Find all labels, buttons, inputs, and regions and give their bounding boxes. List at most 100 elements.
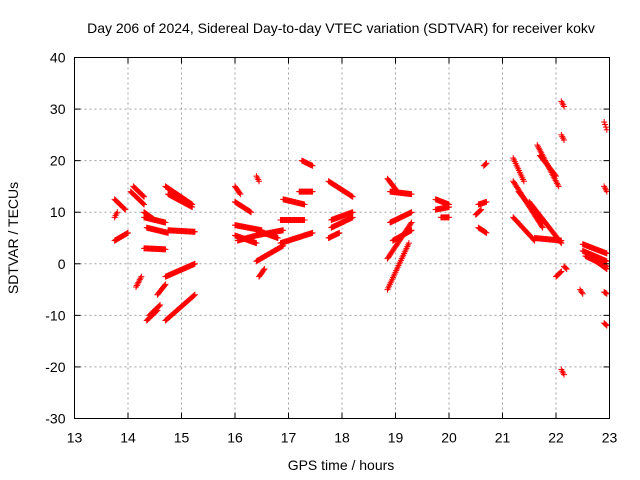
data-point: [191, 292, 198, 299]
data-point: [446, 204, 452, 211]
data-point: [603, 265, 610, 272]
data-point: [553, 173, 559, 180]
data-point: [125, 229, 131, 236]
data-point: [558, 237, 565, 244]
data-point: [558, 268, 565, 275]
data-point: [280, 227, 287, 234]
data-point: [603, 265, 610, 272]
data-point: [478, 206, 485, 213]
data-point: [138, 273, 145, 280]
data-point: [349, 193, 356, 200]
data-point: [301, 216, 308, 223]
data-point: [247, 208, 254, 215]
y-tick-label: -30: [45, 411, 65, 427]
data-point: [603, 126, 610, 133]
data-point: [602, 121, 609, 128]
chart-title: Day 206 of 2024, Sidereal Day-to-day VTE…: [87, 20, 595, 36]
y-tick-label: 20: [50, 153, 66, 169]
data-point: [191, 228, 198, 235]
x-axis-label: GPS time / hours: [288, 457, 395, 473]
data-point: [157, 302, 164, 309]
data-point: [446, 214, 452, 221]
data-point: [301, 201, 308, 208]
x-tick-label: 19: [388, 430, 404, 446]
data-point: [520, 178, 527, 185]
data-point: [483, 229, 490, 236]
data-point: [141, 201, 148, 208]
x-tick-label: 13: [67, 430, 83, 446]
x-tick-label: 16: [227, 430, 243, 446]
data-point: [563, 265, 570, 272]
y-tick-label: 10: [50, 204, 66, 220]
y-tick-label: 0: [58, 256, 66, 272]
y-tick-label: 30: [50, 101, 66, 117]
data-point: [162, 219, 169, 226]
data-point: [309, 188, 316, 195]
x-tick-label: 15: [174, 430, 190, 446]
data-point: [122, 206, 129, 213]
data-point: [256, 178, 263, 185]
y-axis-label: SDTVAR / TECUs: [5, 182, 21, 294]
data-point: [156, 302, 163, 309]
data-point: [121, 205, 128, 212]
data-point: [137, 275, 144, 282]
axis-ticks: 13 14 15 16 17 18 19 20 21 22 23 -30 -20 -10 0 10 20 30 40: [45, 50, 617, 446]
data-point: [482, 161, 489, 168]
x-tick-label: 22: [548, 430, 564, 446]
data-point: [260, 267, 267, 274]
data-point: [602, 321, 609, 328]
data-point: [557, 269, 564, 276]
y-tick-label: -10: [45, 307, 65, 323]
x-tick-label: 23: [602, 430, 618, 446]
data-point: [114, 209, 121, 216]
data-point: [274, 235, 281, 241]
data-point: [253, 240, 260, 247]
data-point: [189, 204, 196, 211]
data-point: [602, 124, 609, 131]
data-point: [561, 103, 568, 110]
data-point: [162, 281, 169, 288]
data-point: [140, 192, 147, 199]
data-point: [408, 191, 415, 198]
y-tick-label: 40: [50, 50, 66, 66]
data-point: [408, 219, 415, 226]
data-point: [603, 258, 610, 265]
data-point: [140, 200, 147, 207]
data-point: [555, 183, 562, 190]
x-tick-label: 14: [120, 430, 136, 446]
data-point: [309, 229, 316, 236]
data-point: [561, 137, 568, 144]
data-point: [601, 118, 608, 125]
data-point: [603, 290, 610, 297]
y-tick-label: -20: [45, 359, 65, 375]
data-point: [483, 198, 490, 205]
data-point: [552, 172, 559, 179]
data-point: [602, 290, 609, 297]
data-point: [405, 240, 412, 247]
data-point: [162, 246, 169, 253]
data-point: [408, 227, 415, 234]
data-point: [407, 220, 414, 227]
data-point: [349, 209, 356, 216]
data-point: [349, 214, 356, 221]
data-point: [603, 188, 610, 195]
x-tick-label: 21: [495, 430, 511, 446]
data-point: [578, 289, 585, 296]
data-point: [561, 371, 568, 378]
data-point: [603, 322, 610, 329]
data-point: [191, 260, 198, 267]
data-point: [141, 193, 148, 200]
data-point: [408, 209, 415, 216]
x-tick-label: 18: [334, 430, 350, 446]
data-point: [191, 291, 198, 298]
data-point: [562, 265, 569, 272]
data-point: [309, 162, 316, 169]
data-point: [261, 265, 268, 272]
x-tick-label: 20: [441, 430, 457, 446]
data-point: [483, 160, 490, 167]
data-point: [603, 250, 610, 257]
x-tick-label: 17: [281, 430, 297, 446]
data-point: [237, 191, 244, 198]
data-points: [111, 98, 610, 378]
